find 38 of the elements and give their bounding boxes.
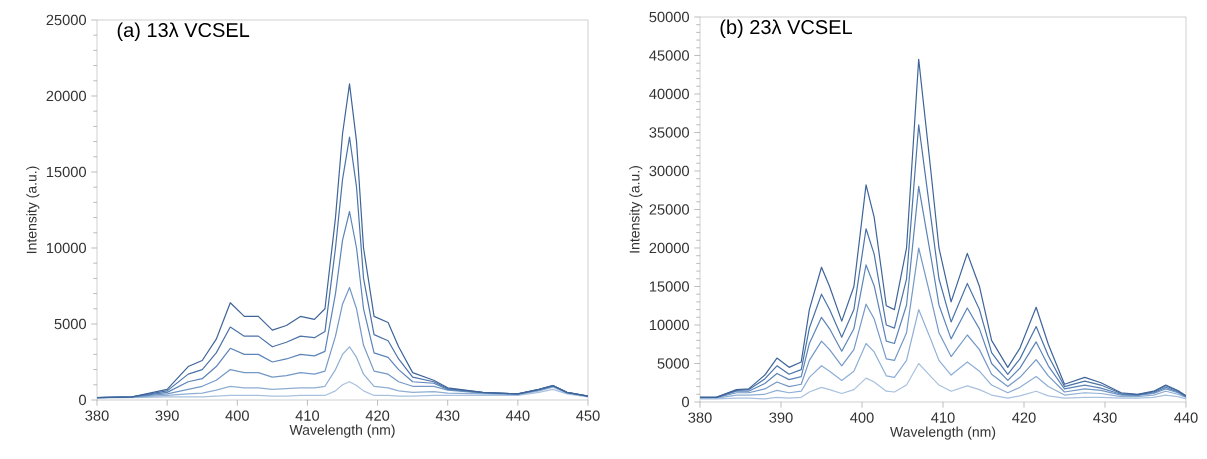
- x-tick-label: 390: [769, 412, 793, 423]
- y-tick-label: 10000: [46, 242, 87, 254]
- x-tick-label: 400: [225, 410, 249, 421]
- y-tick-label: 15000: [46, 166, 87, 178]
- y-tick-label: 5000: [657, 358, 690, 369]
- x-tick-label: 380: [688, 412, 712, 423]
- x-tick-label: 450: [576, 410, 600, 421]
- x-tick-label: 420: [1012, 412, 1036, 423]
- y-tick-label: 25000: [649, 204, 690, 215]
- x-tick-label: 410: [931, 412, 955, 423]
- y-tick-label: 0: [79, 394, 87, 406]
- y-tick-label: 40000: [649, 88, 690, 100]
- x-axis-title: Wavelength (nm): [289, 424, 395, 438]
- y-tick-label: 0: [682, 396, 690, 408]
- y-tick-label: 20000: [46, 90, 87, 102]
- y-tick-label: 50000: [649, 11, 690, 23]
- y-tick-label: 45000: [649, 50, 690, 61]
- y-axis-title: Intensity (a.u.): [26, 166, 40, 254]
- x-tick-label: 400: [850, 412, 874, 423]
- x-tick-label: 380: [85, 410, 109, 421]
- x-tick-label: 440: [505, 410, 530, 421]
- x-tick-label: 440: [1174, 412, 1198, 423]
- chart-title: (a) 13λ VCSEL: [117, 22, 250, 42]
- y-tick-label: 20000: [649, 242, 690, 254]
- y-tick-label: 25000: [46, 14, 87, 26]
- x-tick-label: 430: [1093, 412, 1117, 423]
- y-tick-label: 15000: [649, 281, 690, 292]
- y-tick-label: 35000: [649, 127, 690, 138]
- chart-title: (b) 23λ VCSEL: [720, 19, 852, 39]
- x-tick-label: 430: [435, 410, 460, 421]
- y-tick-label: 30000: [649, 165, 690, 177]
- x-axis-title: Wavelength (nm): [890, 426, 996, 440]
- x-tick-label: 410: [295, 410, 320, 421]
- x-tick-label: 390: [155, 410, 179, 421]
- y-axis-title: Intensity (a.u.): [629, 166, 643, 253]
- y-tick-label: 5000: [54, 318, 87, 330]
- y-tick-label: 10000: [649, 319, 690, 331]
- x-tick-label: 420: [365, 410, 390, 421]
